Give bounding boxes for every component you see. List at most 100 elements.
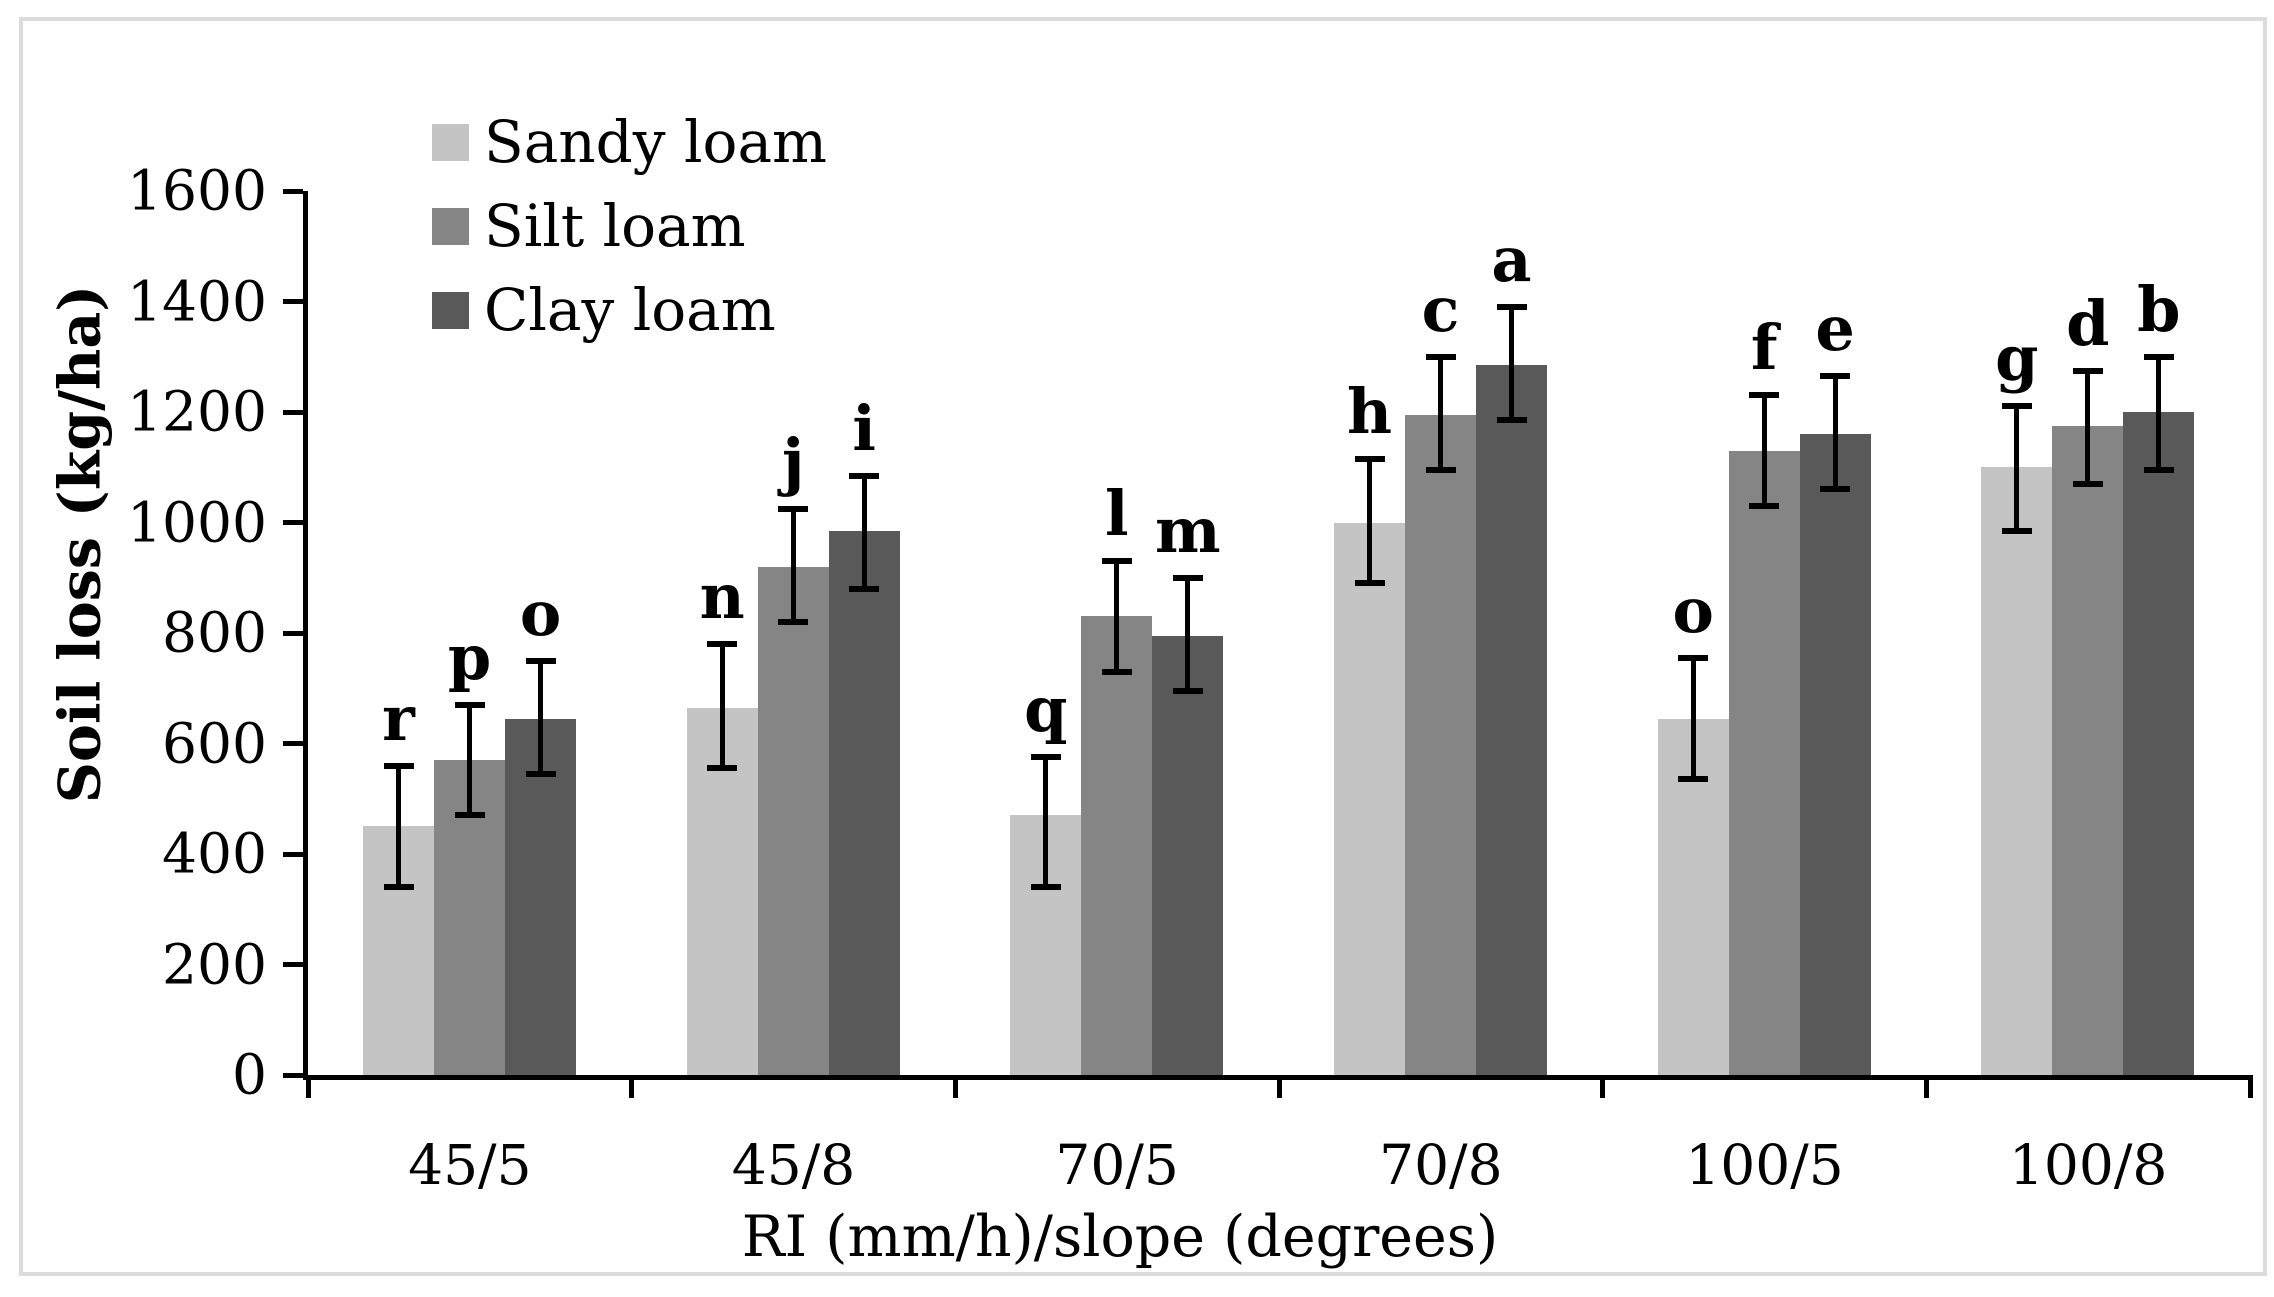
x-tick	[1923, 1075, 1929, 1098]
sig-letter: q	[1024, 673, 1068, 747]
bar-silt-loam-45/8	[757, 566, 829, 1075]
legend-label: Silt loam	[484, 192, 746, 260]
error-bar-cap-bottom	[2143, 467, 2174, 473]
sig-letter: g	[1995, 322, 2039, 396]
error-bar-cap-bottom	[1496, 417, 1527, 424]
x-category-label: 45/8	[731, 1133, 856, 1197]
sig-letter: n	[699, 560, 745, 634]
y-tick	[283, 630, 303, 636]
error-bar-cap-top	[778, 505, 809, 512]
error-bar-line	[1185, 577, 1191, 691]
error-bar-cap-bottom	[1172, 688, 1203, 694]
error-bar-cap-top	[1678, 654, 1709, 661]
error-bar-cap-top	[1425, 353, 1456, 360]
bar-sandy-loam-100/8	[1981, 467, 2053, 1075]
error-bar-line	[1367, 458, 1372, 584]
x-tick	[1276, 1075, 1282, 1098]
sig-letter: c	[1421, 272, 1460, 346]
error-bar-line	[861, 475, 867, 589]
y-tick	[283, 1072, 303, 1078]
error-bar-cap-bottom	[1030, 884, 1061, 891]
bar-silt-loam-70/5	[1081, 616, 1153, 1075]
bar-clay-loam-45/8	[828, 530, 900, 1075]
error-bar-cap-top	[1749, 392, 1780, 399]
error-bar-line	[2014, 406, 2020, 531]
error-bar-line	[396, 765, 401, 888]
error-bar-line	[1438, 356, 1443, 470]
error-bar-line	[2156, 356, 2162, 470]
y-tick-label: 1200	[127, 379, 267, 444]
error-bar-cap-top	[849, 472, 880, 479]
y-tick-label: 200	[162, 932, 267, 996]
x-tick	[305, 1075, 311, 1098]
sig-letter: p	[447, 620, 492, 694]
y-tick-label: 0	[232, 1042, 267, 1107]
legend-label: Sandy loam	[484, 108, 828, 176]
y-tick	[283, 188, 303, 194]
y-tick	[283, 299, 303, 304]
sig-letter: i	[852, 391, 876, 465]
error-bar-cap-bottom	[778, 618, 809, 625]
bar-clay-loam-45/5	[505, 718, 576, 1075]
error-bar-cap-top	[1172, 574, 1203, 581]
error-bar-line	[1043, 757, 1049, 888]
x-category-label: 100/5	[1685, 1133, 1844, 1197]
sig-letter: l	[1105, 477, 1129, 551]
error-bar-cap-top	[1354, 455, 1385, 462]
legend-swatch	[432, 123, 469, 161]
error-bar-line	[467, 704, 472, 816]
error-bar-cap-top	[1820, 373, 1851, 380]
error-bar-cap-bottom	[1820, 486, 1851, 493]
y-tick	[283, 851, 303, 857]
y-tick	[283, 409, 303, 415]
x-axis-title: RI (mm/h)/slope (degrees)	[741, 1204, 1499, 1270]
error-bar-cap-top	[2143, 353, 2174, 360]
error-bar-line	[2085, 370, 2091, 484]
y-tick-label: 600	[162, 711, 267, 775]
legend-swatch	[432, 291, 469, 329]
error-bar-cap-top	[1030, 754, 1061, 761]
y-tick	[283, 962, 303, 967]
error-bar-cap-bottom	[1425, 467, 1456, 473]
error-bar-line	[1114, 561, 1120, 672]
sig-letter: a	[1491, 223, 1532, 297]
error-bar-cap-bottom	[1749, 502, 1780, 509]
x-tick	[629, 1075, 635, 1098]
legend-item-silt-loam: Silt loam	[432, 196, 827, 256]
sig-letter: f	[1750, 311, 1778, 385]
legend-label: Clay loam	[484, 276, 776, 344]
legend-item-sandy-loam: Sandy loam	[432, 112, 827, 172]
y-axis-title: Soil loss (kg/ha)	[46, 284, 114, 804]
y-tick-label: 1400	[127, 269, 267, 333]
error-bar-line	[1832, 376, 1838, 490]
error-bar-cap-bottom	[707, 765, 738, 772]
error-bar-cap-top	[1101, 558, 1132, 565]
y-tick	[283, 520, 303, 525]
error-bar-cap-bottom	[2001, 527, 2032, 534]
sig-letter: r	[382, 681, 415, 755]
error-bar-line	[1761, 395, 1767, 506]
error-bar-line	[538, 660, 543, 774]
error-bar-cap-top	[525, 657, 556, 664]
bar-clay-loam-70/5	[1152, 635, 1224, 1075]
sig-letter: h	[1346, 374, 1393, 448]
sig-letter: e	[1815, 292, 1855, 366]
error-bar-cap-top	[1496, 304, 1527, 311]
x-category-label: 70/8	[1379, 1133, 1503, 1197]
error-bar-line	[790, 508, 796, 622]
error-bar-line	[719, 644, 725, 769]
bar-clay-loam-70/8	[1476, 365, 1547, 1075]
legend-item-clay-loam: Clay loam	[432, 280, 827, 340]
error-bar-cap-bottom	[1354, 580, 1385, 587]
error-bar-cap-bottom	[383, 884, 414, 891]
error-bar-cap-bottom	[1678, 776, 1709, 783]
error-bar-cap-bottom	[454, 812, 485, 819]
bar-clay-loam-100/8	[2123, 412, 2195, 1075]
x-category-label: 45/5	[408, 1133, 532, 1197]
y-tick-label: 800	[162, 600, 267, 665]
sig-letter: d	[2066, 286, 2110, 360]
y-tick-label: 1000	[127, 490, 267, 554]
error-bar-cap-top	[2072, 367, 2103, 374]
error-bar-cap-top	[454, 701, 485, 708]
